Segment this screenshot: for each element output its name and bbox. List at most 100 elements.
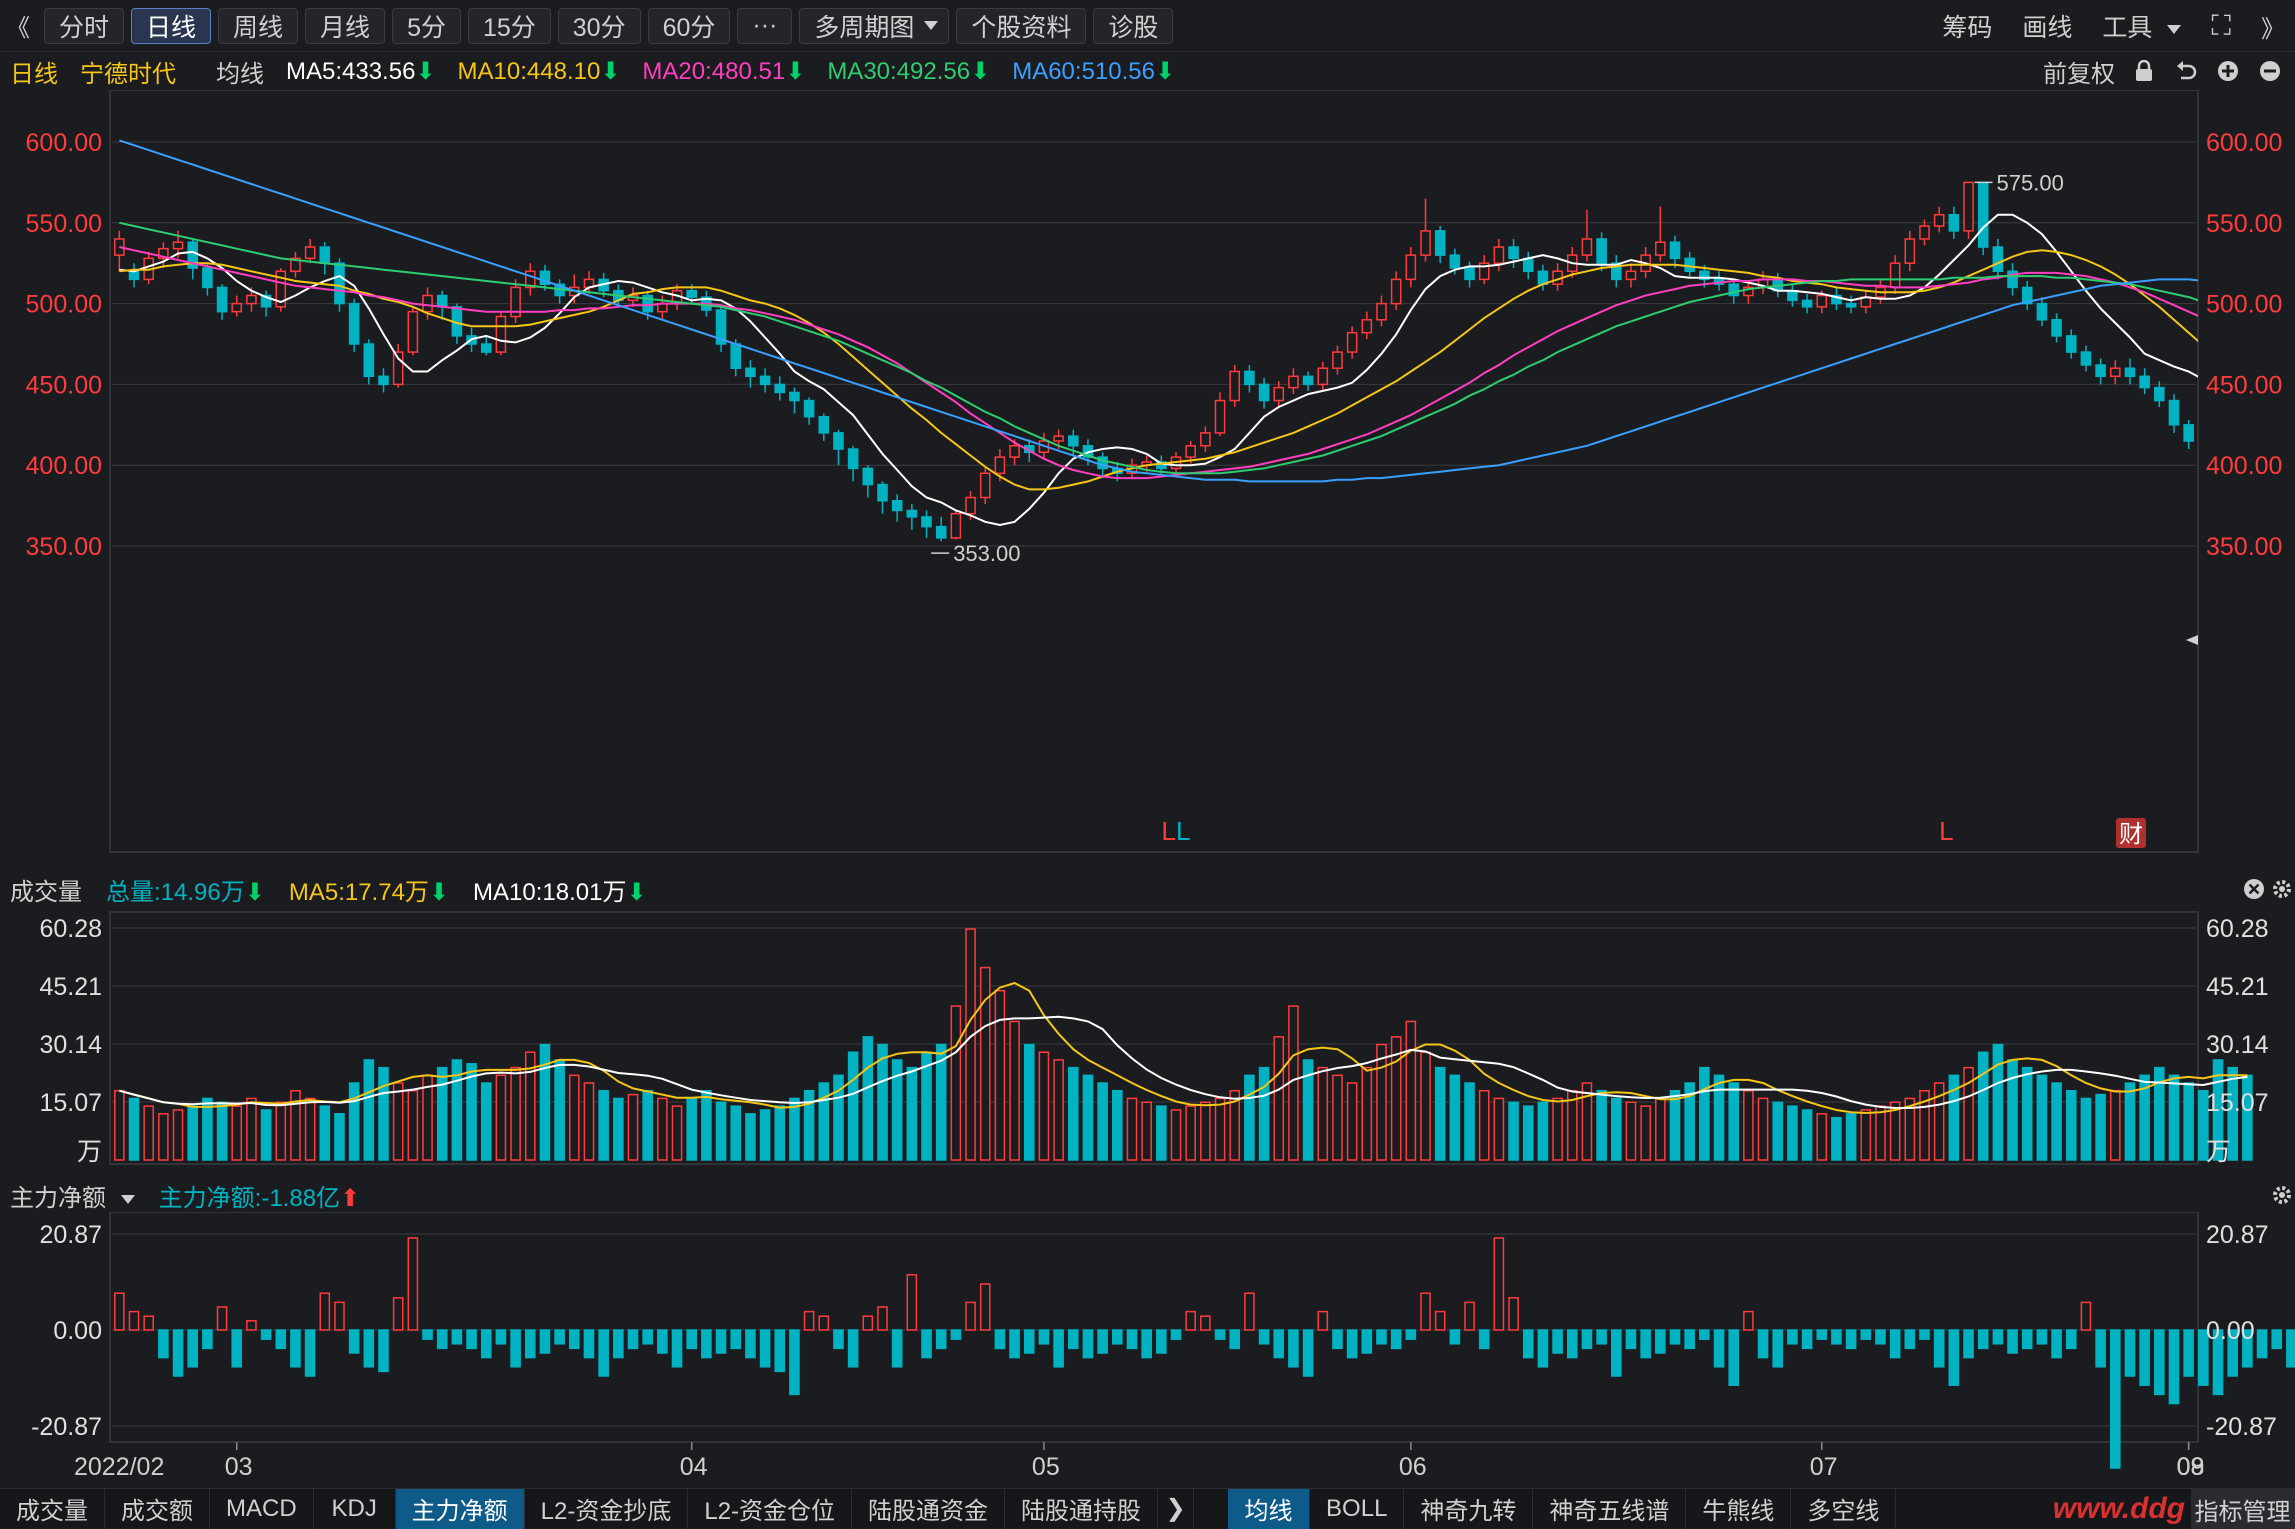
flow-bar: [2227, 1329, 2238, 1377]
flow-bar: [1170, 1329, 1182, 1340]
volume-title[interactable]: 成交量: [10, 878, 82, 906]
collapse-back-button[interactable]: 《: [6, 15, 30, 42]
period-button-5[interactable]: 15分: [467, 7, 551, 44]
indicator-tab[interactable]: 牛熊线: [1686, 1488, 1792, 1529]
price-adjustment-label[interactable]: 前复权: [2043, 60, 2115, 88]
candle-body: [1302, 375, 1314, 386]
flow-bar: [1801, 1329, 1813, 1350]
signal-marker-l: L: [1161, 816, 1175, 846]
indicator-tab[interactable]: 神奇九转: [1404, 1488, 1534, 1529]
indicator-tab[interactable]: 成交额: [105, 1488, 210, 1529]
zoom-out-icon[interactable]: [2257, 58, 2283, 84]
volume-bar: [2183, 1082, 2194, 1161]
indicator-tab[interactable]: 主力净额: [395, 1488, 525, 1529]
period-button-4[interactable]: 5分: [392, 7, 461, 44]
kline-chart[interactable]: 600.00 600.00 550.00 550.00 500.00 500.00 450.…: [0, 90, 2295, 1488]
period-button-3[interactable]: 月线: [305, 7, 386, 44]
indicator-tab[interactable]: KDJ: [314, 1488, 396, 1529]
flow-indicator-selector[interactable]: 主力净额: [10, 1178, 135, 1213]
indicator-tab[interactable]: BOLL: [1310, 1488, 1405, 1529]
candle-body: [363, 343, 375, 378]
volume-bar: [965, 928, 976, 1161]
gear-icon[interactable]: [2269, 1182, 2295, 1208]
zoom-in-icon[interactable]: [2215, 58, 2241, 84]
fullscreen-icon[interactable]: ⛶: [2211, 9, 2231, 41]
candle-body: [1273, 386, 1285, 402]
lock-icon[interactable]: [2131, 58, 2157, 84]
more-periods-button[interactable]: ···: [737, 7, 793, 44]
stock-name[interactable]: 宁德时代: [80, 60, 176, 88]
stock-diagnosis-button[interactable]: 诊股: [1093, 7, 1174, 44]
candle-body: [260, 294, 272, 308]
candle-body: [290, 257, 301, 273]
indicator-tab[interactable]: L2-资金抄底: [525, 1488, 689, 1529]
gear-icon[interactable]: [2269, 876, 2295, 902]
period-button-7[interactable]: 60分: [647, 7, 731, 44]
volume-bar: [1772, 1101, 1784, 1161]
period-button-6[interactable]: 30分: [557, 7, 641, 44]
chips-button[interactable]: 筹码: [1942, 14, 1993, 42]
period-button-group: 分时 日线 周线 月线 5分 15分 30分 60分: [44, 7, 737, 44]
indicator-management-button[interactable]: 指标管理: [2191, 1489, 2295, 1529]
period-button-0[interactable]: 分时: [44, 7, 125, 44]
tabs-scroll-right-button[interactable]: ❯: [1158, 1488, 1195, 1529]
candle-body: [891, 500, 903, 512]
flow-bar: [1552, 1329, 1563, 1354]
tools-button[interactable]: 工具: [2102, 8, 2182, 44]
flow-bar: [1390, 1329, 1402, 1350]
indicator-tab[interactable]: MACD: [210, 1488, 314, 1529]
ma-title[interactable]: 均线: [216, 60, 264, 88]
flow-bar: [1713, 1329, 1725, 1368]
x-tick-label: 04: [680, 1453, 708, 1481]
close-icon[interactable]: [2241, 876, 2267, 902]
flow-bar: [231, 1329, 243, 1368]
flow-tick-right: -20.87: [2206, 1413, 2277, 1441]
indicator-tab[interactable]: 均线: [1228, 1488, 1311, 1529]
volume-bar: [1610, 1097, 1622, 1161]
stock-profile-button[interactable]: 个股资料: [956, 7, 1087, 44]
flow-bar: [187, 1329, 199, 1368]
multi-period-chart-button[interactable]: 多周期图: [799, 7, 950, 44]
undo-icon[interactable]: [2173, 58, 2199, 84]
volume-ma-line: [119, 1015, 2248, 1109]
toolbar-right: 筹码 画线 工具 ⛶ 》: [1942, 0, 2285, 52]
ma-legend-item: MA10:448.10⬇: [458, 57, 621, 86]
period-button-1[interactable]: 日线: [131, 7, 212, 44]
flow-bar: [158, 1329, 169, 1359]
flow-bar: [1302, 1329, 1314, 1377]
draw-line-button[interactable]: 画线: [2022, 14, 2073, 42]
volume-bar: [1684, 1082, 1695, 1161]
volume-bar: [1185, 1105, 1196, 1161]
flow-bar: [1933, 1329, 1945, 1368]
indicator-tab[interactable]: 成交量: [0, 1488, 105, 1529]
volume-bar: [2080, 1097, 2092, 1161]
volume-bar: [1860, 1109, 1872, 1161]
indicator-tab[interactable]: 神奇五线谱: [1533, 1488, 1687, 1529]
volume-bar: [935, 1043, 947, 1161]
flow-bar: [2154, 1329, 2165, 1396]
volume-bar: [1009, 1020, 1020, 1161]
indicator-tab[interactable]: 陆股通资金: [852, 1488, 1006, 1529]
volume-bar: [686, 1097, 698, 1161]
indicator-tab[interactable]: 陆股通持股: [1005, 1488, 1159, 1529]
x-tick-label: 07: [1810, 1453, 1838, 1481]
indicator-tab[interactable]: 多空线: [1791, 1488, 1897, 1529]
candle-body: [524, 270, 536, 289]
indicator-tab[interactable]: L2-资金仓位: [688, 1488, 853, 1529]
volume-bar: [1156, 1105, 1167, 1161]
flow-bar: [451, 1329, 463, 1345]
volume-bar: [1376, 1043, 1387, 1161]
candle-body: [2007, 270, 2018, 289]
flow-bar: [1405, 1329, 1417, 1340]
next-button[interactable]: 》: [2261, 15, 2285, 43]
flow-bar: [1376, 1329, 1387, 1345]
period-button-2[interactable]: 周线: [218, 7, 299, 44]
flow-bar: [1273, 1329, 1285, 1359]
volume-bar: [2198, 1089, 2209, 1161]
price-tick-right: 550.00: [2206, 210, 2282, 238]
candle-body: [803, 399, 815, 418]
flow-bar: [554, 1329, 565, 1345]
candle-body: [833, 432, 844, 450]
flow-bar: [2271, 1329, 2283, 1350]
flow-bar: [466, 1329, 477, 1350]
